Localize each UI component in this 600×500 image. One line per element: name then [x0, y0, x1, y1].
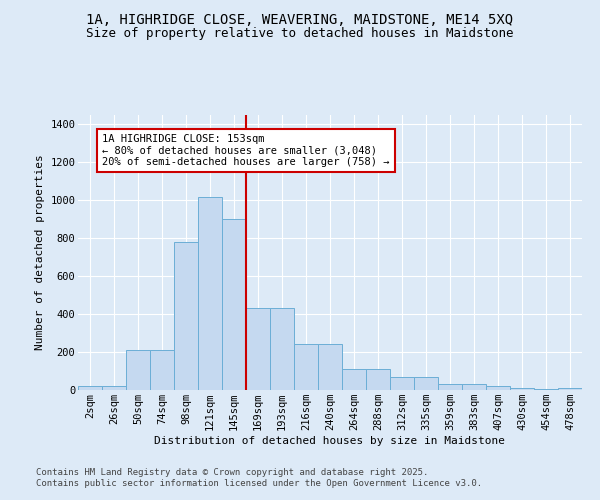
- Text: 1A, HIGHRIDGE CLOSE, WEAVERING, MAIDSTONE, ME14 5XQ: 1A, HIGHRIDGE CLOSE, WEAVERING, MAIDSTON…: [86, 12, 514, 26]
- Bar: [438, 384, 462, 390]
- Text: 1A HIGHRIDGE CLOSE: 153sqm
← 80% of detached houses are smaller (3,048)
20% of s: 1A HIGHRIDGE CLOSE: 153sqm ← 80% of deta…: [102, 134, 389, 167]
- Bar: [534, 389, 558, 390]
- Text: Size of property relative to detached houses in Maidstone: Size of property relative to detached ho…: [86, 28, 514, 40]
- Bar: [174, 242, 198, 390]
- X-axis label: Distribution of detached houses by size in Maidstone: Distribution of detached houses by size …: [155, 436, 505, 446]
- Bar: [462, 384, 486, 390]
- Bar: [366, 369, 390, 390]
- Bar: [102, 386, 126, 390]
- Bar: [510, 388, 534, 390]
- Bar: [294, 344, 318, 390]
- Bar: [150, 350, 174, 390]
- Bar: [222, 220, 246, 390]
- Bar: [414, 376, 438, 390]
- Bar: [246, 308, 270, 390]
- Bar: [486, 386, 510, 390]
- Bar: [390, 376, 414, 390]
- Bar: [78, 386, 102, 390]
- Bar: [198, 196, 222, 390]
- Bar: [342, 369, 366, 390]
- Y-axis label: Number of detached properties: Number of detached properties: [35, 154, 44, 350]
- Text: Contains HM Land Registry data © Crown copyright and database right 2025.
Contai: Contains HM Land Registry data © Crown c…: [36, 468, 482, 487]
- Bar: [270, 308, 294, 390]
- Bar: [126, 350, 150, 390]
- Bar: [558, 388, 582, 390]
- Bar: [318, 344, 342, 390]
